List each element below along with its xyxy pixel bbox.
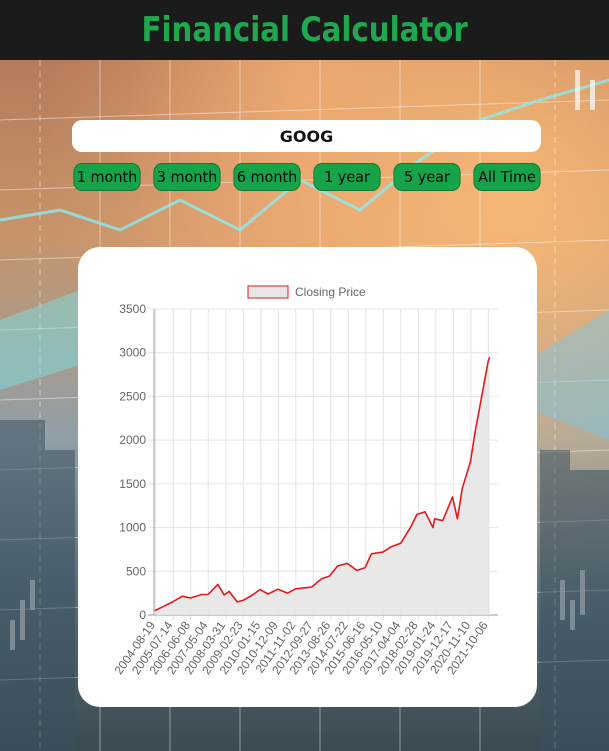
y-tick-label: 2000 (119, 433, 146, 447)
range-1-month-button[interactable]: 1 month (73, 163, 141, 191)
y-tick-label: 500 (126, 564, 146, 578)
range-button-group: 1 month 3 month 6 month 1 year 5 year Al… (72, 163, 542, 191)
closing-price-area (154, 357, 490, 615)
y-tick-label: 2500 (119, 389, 146, 403)
legend-label: Closing Price (295, 285, 366, 299)
app-header: Financial Calculator (0, 0, 609, 60)
y-tick-label: 3500 (119, 302, 146, 316)
legend-swatch (247, 285, 289, 299)
chart-card: 0 500 1000 1500 2000 2500 3000 3500 2004-08-19 20… (78, 247, 537, 707)
y-tick-label: 3000 (119, 346, 146, 360)
range-1-year-button[interactable]: 1 year (313, 163, 381, 191)
y-tick-label: 1000 (119, 521, 146, 535)
closing-price-chart: 05001000150020002500300035002004-08-1920… (112, 285, 498, 677)
range-all-time-button[interactable]: All Time (473, 163, 541, 191)
closing-price-line (154, 356, 491, 612)
range-5-year-button[interactable]: 5 year (393, 163, 461, 191)
y-tick-label: 1500 (119, 477, 146, 491)
range-3-month-button[interactable]: 3 month (153, 163, 221, 191)
y-tick-label: 0 (139, 608, 146, 622)
ticker-input[interactable] (72, 120, 541, 152)
app-title: Financial Calculator (141, 10, 468, 50)
range-6-month-button[interactable]: 6 month (233, 163, 301, 191)
